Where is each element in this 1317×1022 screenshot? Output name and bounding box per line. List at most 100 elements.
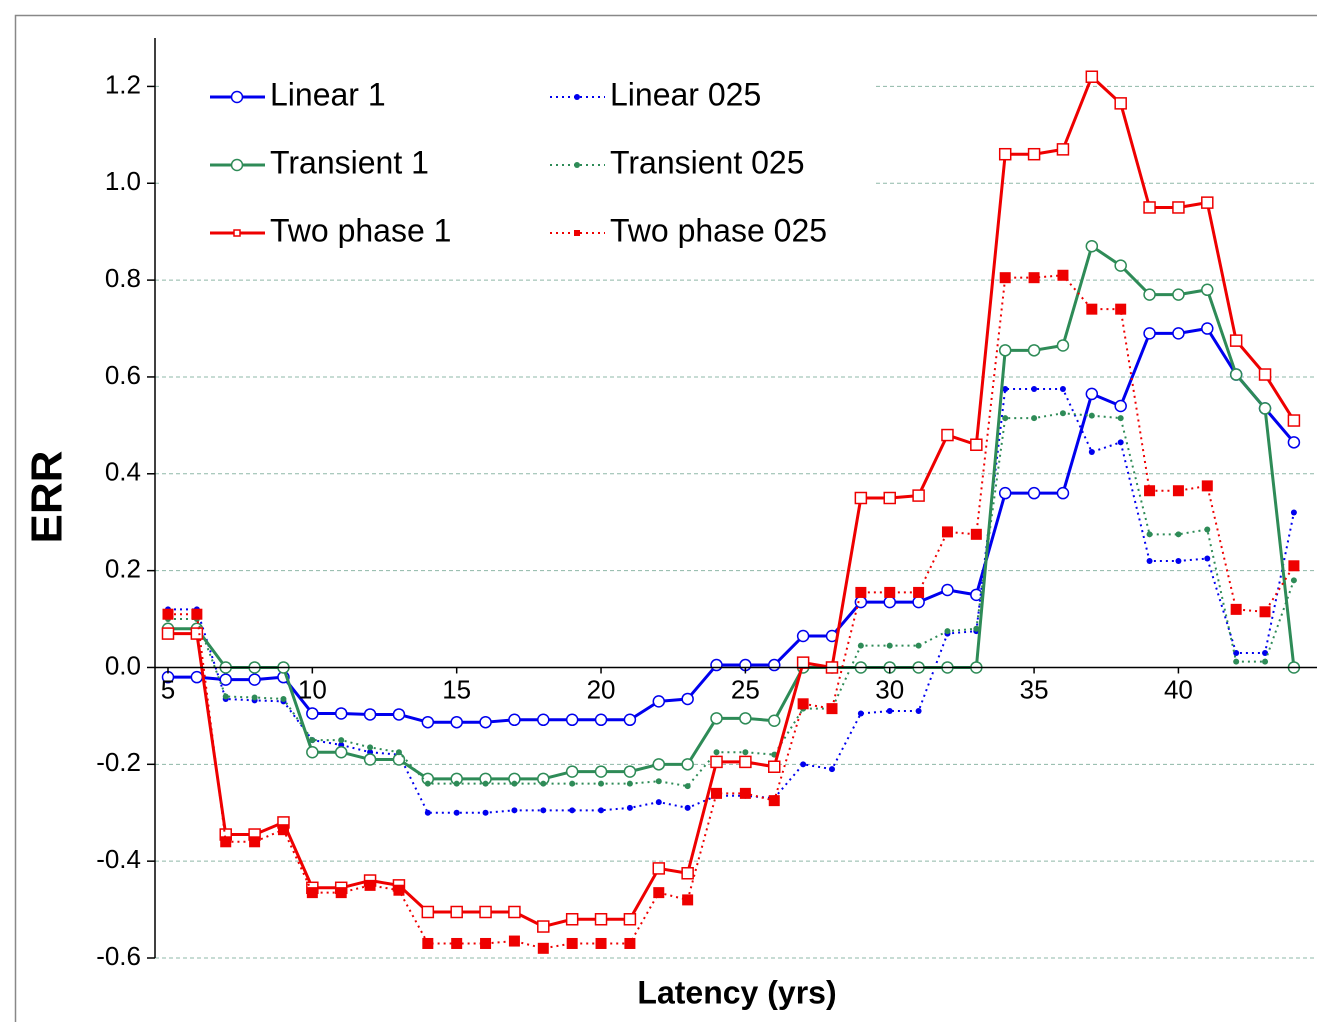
- marker: [1143, 201, 1156, 214]
- marker: [248, 673, 261, 686]
- marker: [652, 862, 666, 875]
- marker: [363, 753, 377, 766]
- marker: [796, 629, 810, 643]
- marker: [540, 780, 547, 787]
- marker: [1028, 272, 1040, 284]
- y-tick-label: 0.8: [105, 263, 141, 293]
- marker: [482, 780, 489, 787]
- marker: [1085, 387, 1099, 401]
- marker: [540, 807, 547, 814]
- series-line: [167, 327, 1296, 724]
- x-tick-label: 35: [1020, 674, 1049, 704]
- marker: [1114, 259, 1127, 272]
- marker: [857, 642, 864, 649]
- marker: [594, 713, 608, 727]
- marker: [855, 586, 867, 598]
- marker: [306, 707, 319, 720]
- marker: [626, 804, 633, 811]
- marker: [941, 526, 953, 538]
- marker: [1204, 555, 1211, 562]
- marker: [306, 745, 319, 759]
- marker: [334, 745, 348, 759]
- marker: [768, 795, 780, 807]
- y-axis-label: ERR: [23, 451, 72, 544]
- marker: [565, 913, 579, 926]
- marker: [886, 642, 893, 649]
- x-tick-label: 30: [875, 674, 904, 704]
- marker: [1027, 344, 1041, 357]
- marker: [251, 694, 258, 701]
- x-tick-label: 5: [161, 674, 175, 704]
- marker: [574, 230, 580, 236]
- y-tick-label: 0.2: [105, 554, 141, 584]
- marker: [280, 695, 287, 702]
- marker: [595, 937, 607, 949]
- legend-label: Transient 025: [610, 144, 804, 180]
- legend-label: Two phase 025: [610, 212, 827, 248]
- marker: [998, 486, 1012, 500]
- marker: [884, 586, 896, 598]
- marker: [826, 703, 838, 715]
- marker: [395, 749, 402, 756]
- legend-label: Transient 1: [270, 144, 429, 180]
- marker: [511, 780, 518, 787]
- marker: [1287, 436, 1301, 449]
- marker: [565, 765, 579, 778]
- marker: [1088, 412, 1095, 419]
- marker: [230, 90, 244, 104]
- marker: [1027, 147, 1041, 161]
- legend-label: Linear 1: [270, 76, 386, 112]
- legend-box: [160, 58, 875, 268]
- marker: [479, 715, 492, 729]
- marker: [998, 147, 1012, 161]
- marker: [1056, 143, 1070, 156]
- marker: [233, 229, 241, 237]
- marker: [681, 692, 694, 706]
- marker: [828, 766, 835, 773]
- marker: [393, 884, 405, 896]
- marker: [598, 780, 605, 787]
- x-tick-label: 20: [587, 674, 616, 704]
- marker: [1117, 415, 1124, 422]
- marker: [249, 836, 261, 848]
- marker: [1201, 196, 1214, 209]
- marker: [309, 737, 316, 744]
- marker: [511, 807, 518, 814]
- marker: [1229, 334, 1243, 347]
- marker: [1287, 414, 1301, 427]
- marker: [1258, 368, 1272, 381]
- marker: [1172, 485, 1184, 497]
- marker: [998, 344, 1012, 357]
- marker: [1143, 327, 1156, 340]
- marker: [1229, 368, 1243, 381]
- marker: [566, 937, 578, 949]
- marker: [1144, 485, 1156, 497]
- marker: [306, 887, 318, 899]
- y-tick-label: -0.2: [96, 747, 141, 777]
- marker: [1115, 303, 1127, 315]
- marker: [338, 737, 345, 744]
- marker: [710, 712, 723, 725]
- marker: [508, 935, 520, 947]
- marker: [1031, 415, 1038, 422]
- marker: [479, 905, 492, 919]
- marker: [1172, 288, 1185, 301]
- marker: [1114, 399, 1127, 413]
- marker: [1201, 322, 1214, 335]
- marker: [230, 158, 244, 172]
- legend: Linear 1 Linear 025 Transient 1 Transient 0…: [160, 58, 875, 268]
- marker: [1233, 658, 1240, 665]
- x-tick-label: 15: [442, 674, 471, 704]
- marker: [768, 658, 781, 672]
- marker: [1290, 577, 1297, 584]
- marker: [190, 670, 204, 684]
- marker: [451, 937, 463, 949]
- x-tick-label: 40: [1164, 674, 1193, 704]
- marker: [970, 438, 983, 451]
- marker: [883, 491, 896, 505]
- marker: [594, 765, 608, 778]
- marker: [537, 920, 550, 933]
- marker: [886, 708, 893, 715]
- marker: [711, 787, 723, 799]
